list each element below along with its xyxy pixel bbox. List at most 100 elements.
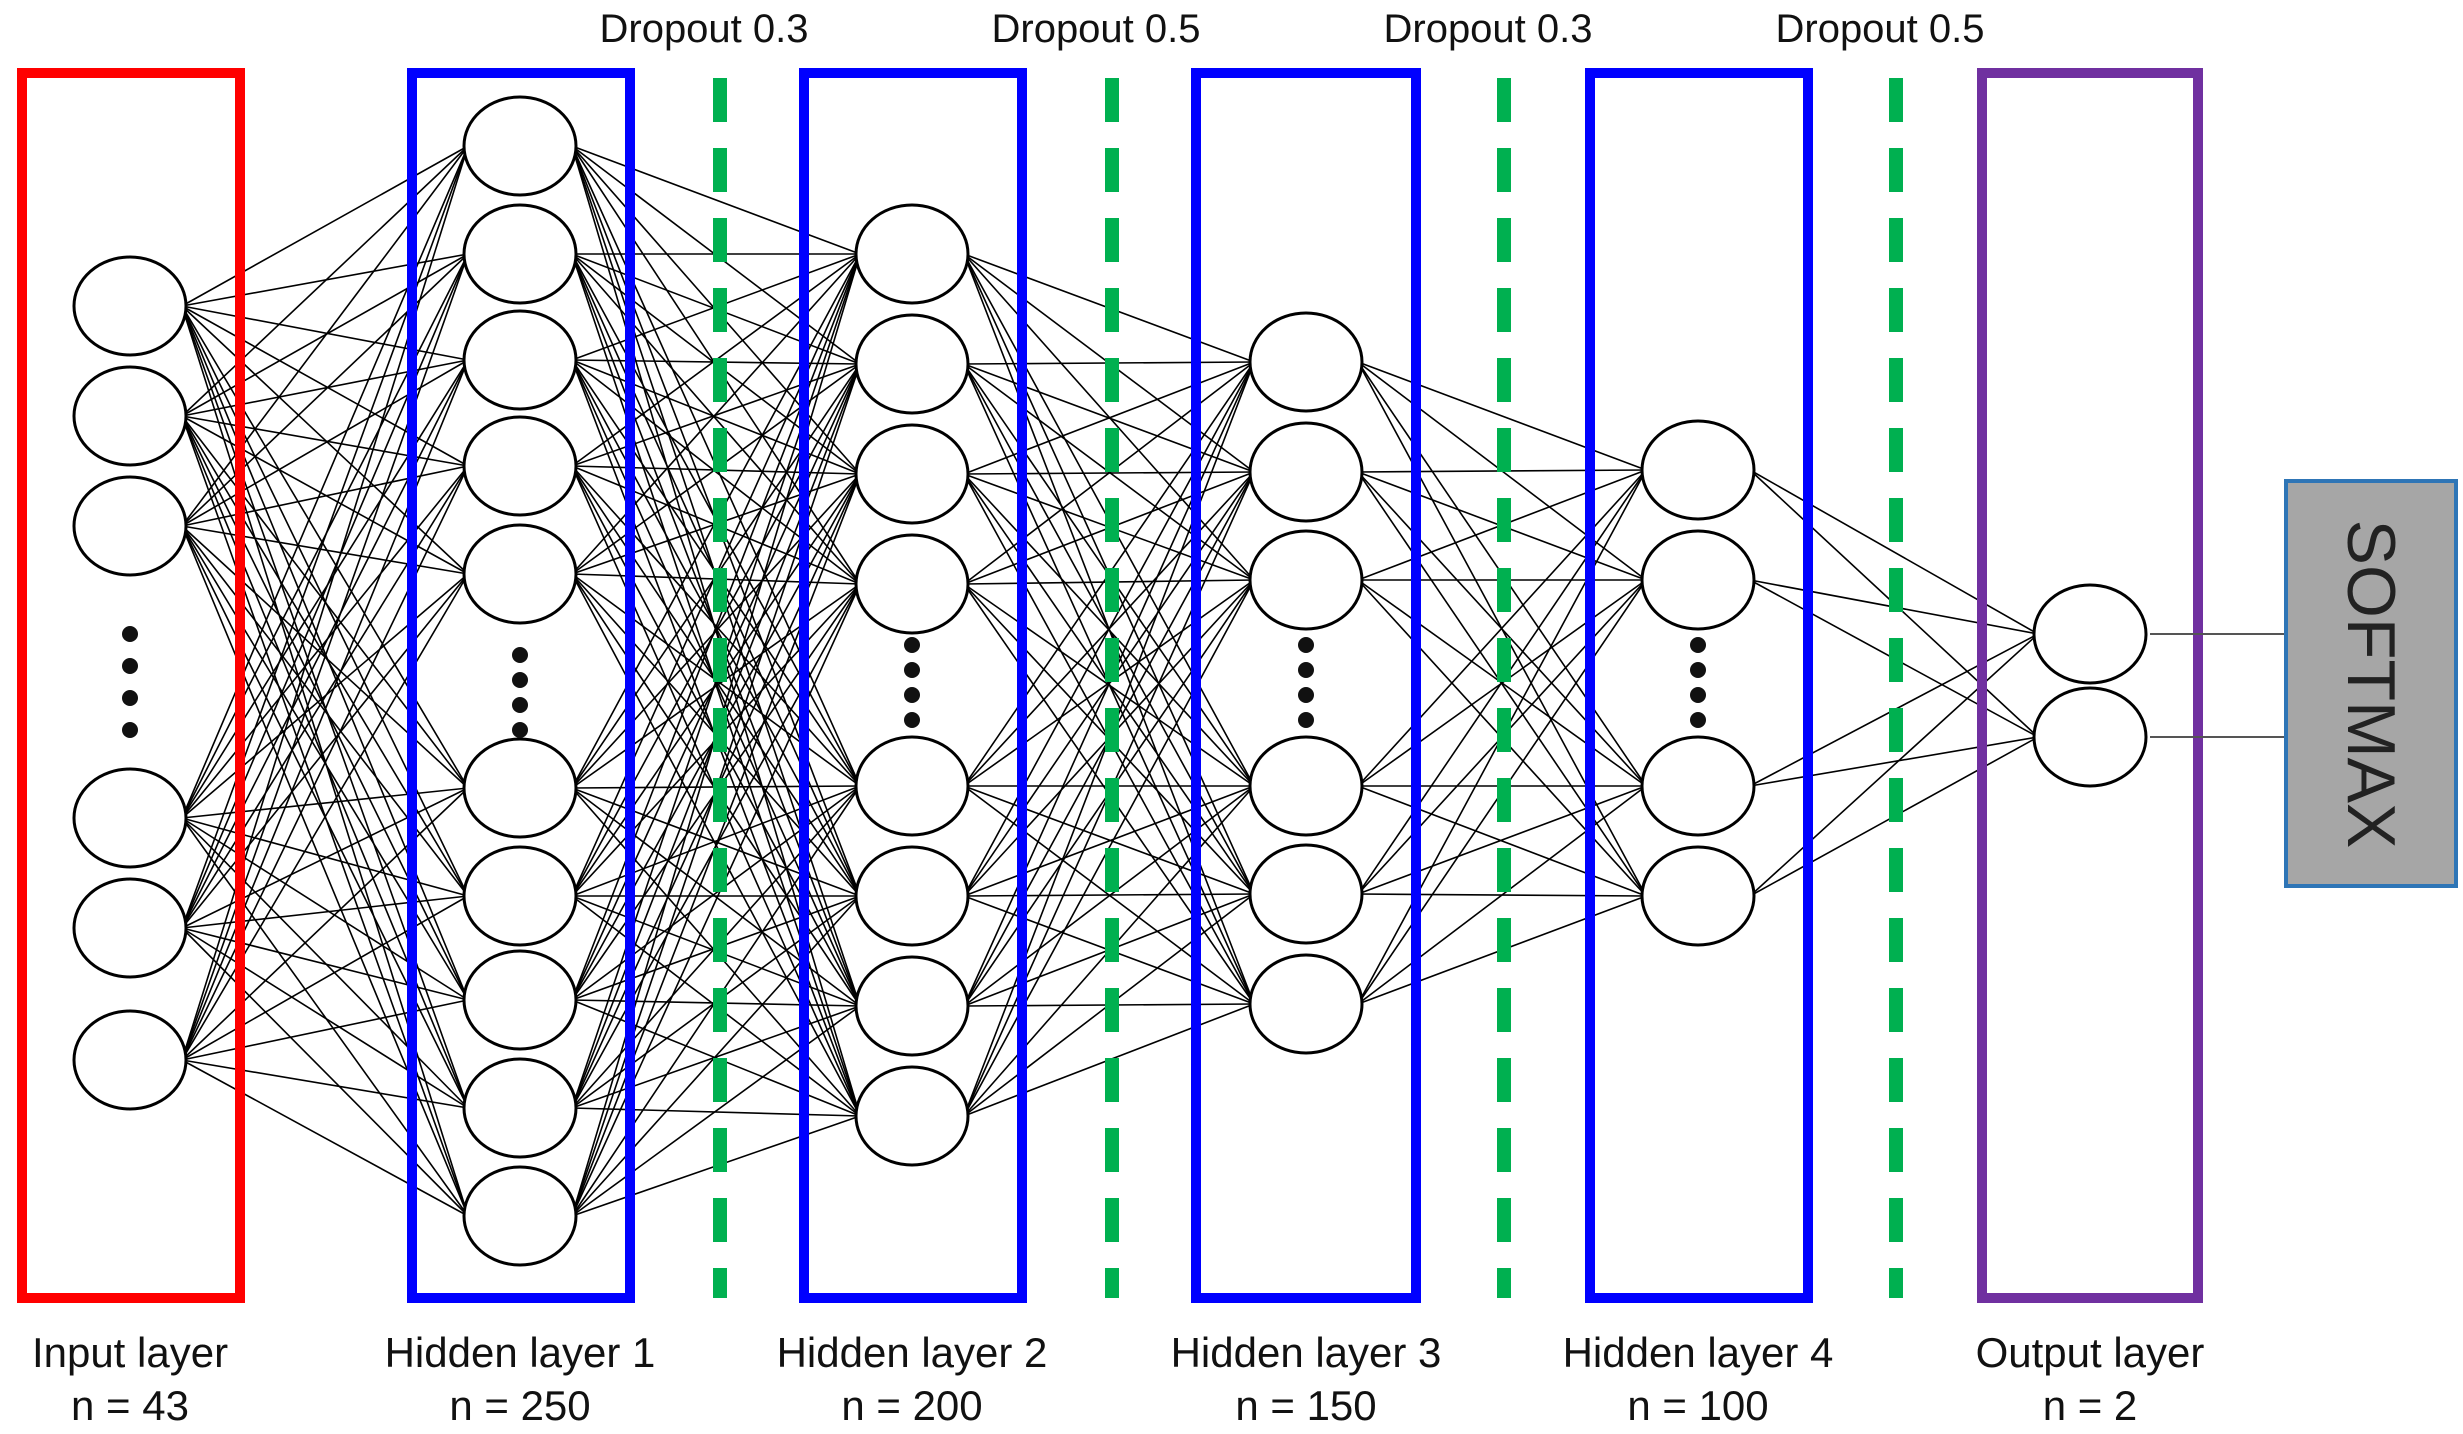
ellipsis-dot [1690, 687, 1706, 703]
neuron-node [854, 845, 970, 947]
connection-line [571, 473, 861, 897]
layer-frame-2 [407, 68, 635, 1303]
layer-frame-5 [1585, 68, 1813, 1303]
neuron-node [1640, 845, 1756, 947]
connection-line [181, 1059, 469, 1109]
connection-line [181, 145, 469, 819]
neuron-node [72, 877, 188, 979]
ellipsis-dot [1298, 687, 1314, 703]
output-layer-name: Output layer [1976, 1329, 2205, 1376]
ellipsis-dot [512, 647, 528, 663]
dropout-lines [713, 78, 1903, 1298]
connection-line [181, 817, 469, 1217]
neuron-node [72, 365, 188, 467]
neuron-node [1248, 421, 1364, 523]
connection-line [181, 465, 469, 929]
connection-line [963, 361, 1255, 585]
connection-line [181, 145, 469, 929]
connection-line [181, 465, 469, 1061]
connection-line [181, 305, 469, 1001]
connection-line [181, 895, 469, 1061]
connection-line [181, 927, 469, 1217]
connection-line [181, 415, 469, 575]
neuron-node [462, 523, 578, 625]
neuron-node [854, 1065, 970, 1167]
neuron-node [1248, 735, 1364, 837]
connection-line [181, 817, 469, 1001]
neuron-node [2032, 583, 2148, 685]
connection-line [963, 361, 1255, 1007]
ellipsis-dot [1690, 712, 1706, 728]
ellipsis-dot [904, 687, 920, 703]
connection-line [181, 573, 469, 929]
ellipsis-dot [904, 637, 920, 653]
connection-line [571, 1107, 861, 1117]
ellipsis-dot [122, 658, 138, 674]
layer-frame-1 [17, 68, 245, 1303]
hidden-layer-1-name: Hidden layer 1 [385, 1329, 656, 1376]
connection-line [571, 253, 861, 575]
connection-line [571, 1005, 861, 1217]
neuron-node [854, 533, 970, 635]
connection-line [181, 145, 469, 1061]
connection-line [181, 999, 469, 1061]
connection-line [181, 525, 469, 1217]
neuron-node [1248, 843, 1364, 945]
ellipsis-dot [904, 712, 920, 728]
connection-line [181, 305, 469, 361]
neuron-node [854, 313, 970, 415]
ellipsis-dot [1690, 662, 1706, 678]
neuron-node [1640, 735, 1756, 837]
softmax-box [2284, 479, 2458, 888]
neuron-node [462, 845, 578, 947]
input-layer-name: Input layer [32, 1329, 228, 1376]
connection-line [181, 253, 469, 527]
ellipsis-dot [1298, 637, 1314, 653]
ellipsis-dot [904, 662, 920, 678]
connection-line [181, 787, 469, 929]
connection-line [181, 305, 469, 467]
connection-line [1749, 736, 2039, 787]
connection-line [181, 787, 469, 819]
hidden-layer-3-size: n = 150 [1235, 1382, 1376, 1429]
connection-line [181, 359, 469, 417]
neuron-node [1248, 529, 1364, 631]
connection-line [1357, 785, 1647, 897]
ellipsis-dot [512, 672, 528, 688]
connection-line [571, 583, 861, 1217]
dropout-label-1: Dropout 0.3 [599, 7, 808, 51]
connection-line [1357, 471, 1647, 897]
connection-line [181, 145, 469, 417]
dropout-label-4: Dropout 0.5 [1775, 7, 1984, 51]
layer-frame-6 [1977, 68, 2203, 1303]
connection-line [963, 253, 1255, 581]
connection-line [571, 473, 861, 1217]
connection-line [181, 1059, 469, 1217]
hidden-layer-2-name: Hidden layer 2 [777, 1329, 1048, 1376]
connection-line [1357, 785, 1647, 895]
dropout-label-2: Dropout 0.5 [991, 7, 1200, 51]
layer-frames [17, 68, 2203, 1303]
connection-line [181, 145, 469, 307]
connection-line [181, 817, 469, 897]
connection-line [181, 895, 469, 929]
ellipsis-dot [512, 722, 528, 738]
hidden-layer-4-name: Hidden layer 4 [1563, 1329, 1834, 1376]
connection-line [571, 253, 861, 1001]
ellipsis-dot [1298, 712, 1314, 728]
connection-line [571, 895, 861, 1217]
connection-line [1749, 469, 2039, 635]
ellipsis-dot [122, 626, 138, 642]
neuron-node [462, 203, 578, 305]
neuron-node [1640, 529, 1756, 631]
output-layer-size: n = 2 [2043, 1382, 2138, 1429]
connection-line [963, 361, 1255, 897]
input-layer-size: n = 43 [71, 1382, 189, 1429]
connection-line [181, 787, 469, 1061]
neuron-node [854, 423, 970, 525]
connection-line [181, 253, 469, 1061]
connection-line [181, 573, 469, 1061]
connection-line [1357, 361, 1647, 471]
connection-line [963, 785, 1255, 895]
neuron-node [1248, 311, 1364, 413]
